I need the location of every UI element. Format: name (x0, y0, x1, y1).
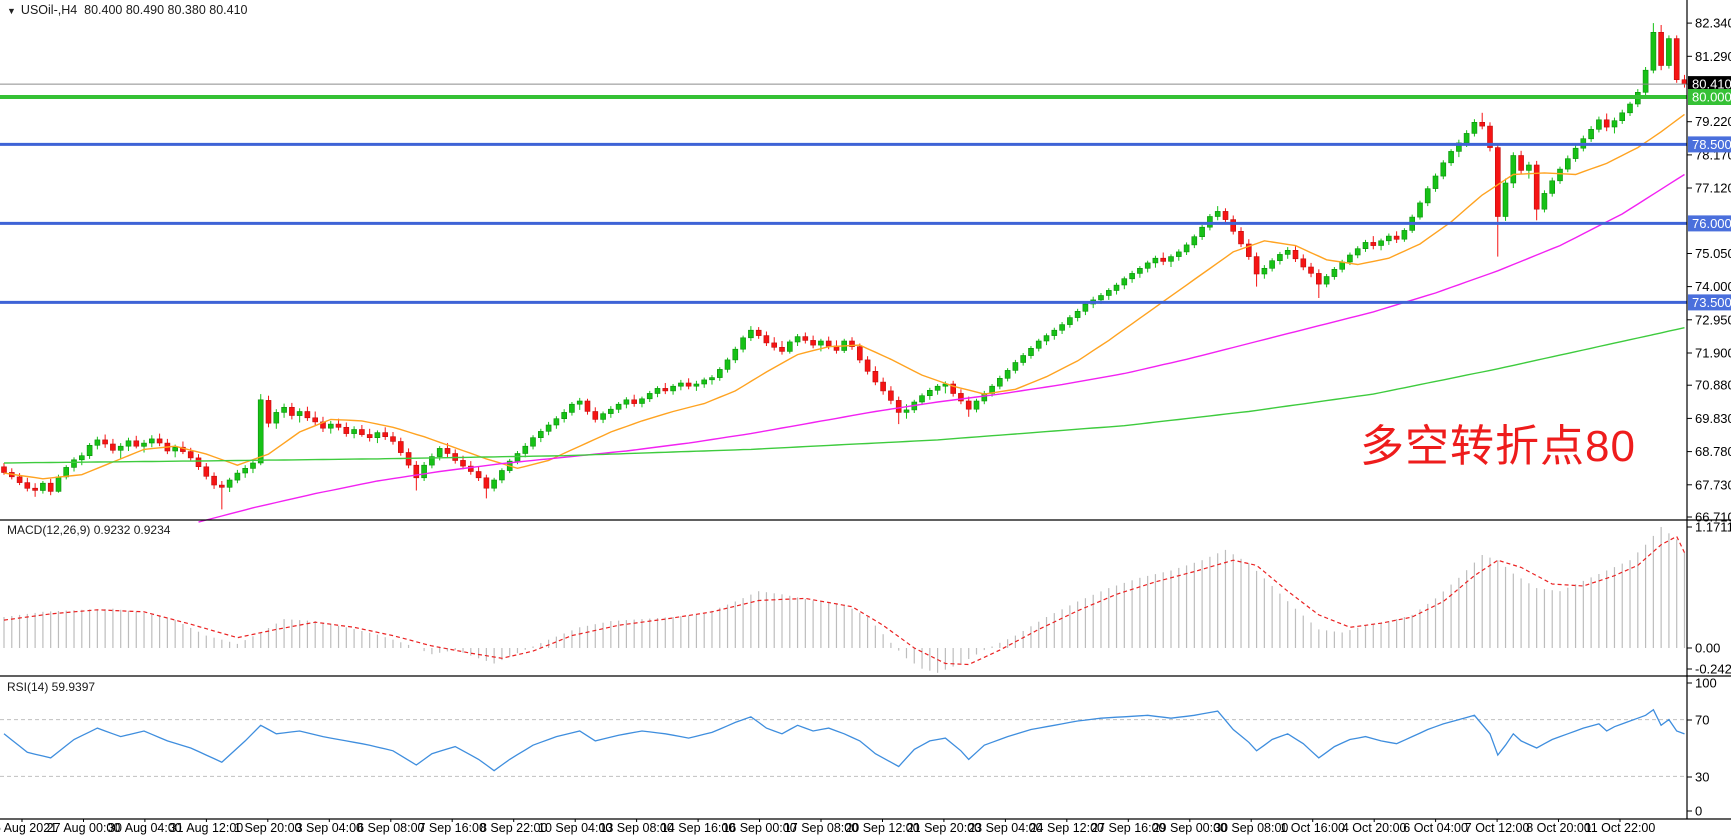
svg-text:0: 0 (1695, 804, 1702, 819)
svg-text:66.710: 66.710 (1695, 510, 1731, 525)
svg-text:81.290: 81.290 (1695, 49, 1731, 64)
svg-text:80.410: 80.410 (1692, 77, 1731, 92)
svg-text:31 Aug 12:00: 31 Aug 12:00 (170, 821, 244, 835)
ohlc-readout: 80.400 80.490 80.380 80.410 (84, 3, 248, 17)
svg-text:7 Oct 12:00: 7 Oct 12:00 (1465, 821, 1530, 835)
ma-slow-line (3, 327, 1685, 464)
rsi-pane (0, 708, 1687, 777)
svg-text:30: 30 (1695, 770, 1709, 785)
svg-text:24 Sep 12:00: 24 Sep 12:00 (1030, 821, 1104, 835)
symbol-name: USOil-,H4 (20, 3, 78, 17)
svg-text:70: 70 (1695, 713, 1709, 728)
svg-text:1.1711: 1.1711 (1695, 520, 1731, 535)
annotation-text: 多空转折点80 (1360, 422, 1636, 471)
svg-text:14 Sep 16:00: 14 Sep 16:00 (661, 821, 735, 835)
svg-text:79.220: 79.220 (1695, 114, 1731, 129)
svg-text:27 Sep 16:00: 27 Sep 16:00 (1091, 821, 1165, 835)
svg-text:17 Sep 08:00: 17 Sep 08:00 (784, 821, 858, 835)
svg-text:30 Aug 04:00: 30 Aug 04:00 (108, 821, 182, 835)
ma-fast-line (3, 113, 1685, 480)
svg-text:69.830: 69.830 (1695, 411, 1731, 426)
svg-text:30 Sep 08:00: 30 Sep 08:00 (1214, 821, 1288, 835)
svg-text:8 Sep 22:00: 8 Sep 22:00 (480, 821, 547, 835)
macd-signal-line (3, 535, 1686, 666)
svg-text:4 Oct 20:00: 4 Oct 20:00 (1342, 821, 1407, 835)
svg-text:1 Sep 20:00: 1 Sep 20:00 (234, 821, 301, 835)
svg-text:6 Sep 08:00: 6 Sep 08:00 (357, 821, 424, 835)
svg-text:21 Sep 20:00: 21 Sep 20:00 (907, 821, 981, 835)
chevron-down-icon[interactable]: ▼ (7, 6, 16, 16)
svg-text:27 Aug 00:00: 27 Aug 00:00 (47, 821, 121, 835)
svg-text:77.120: 77.120 (1695, 181, 1731, 196)
svg-text:1 Oct 16:00: 1 Oct 16:00 (1280, 821, 1345, 835)
svg-text:82.340: 82.340 (1695, 16, 1731, 31)
svg-text:74.000: 74.000 (1695, 279, 1731, 294)
macd-axis: 1.1711 0.00 -0.2424 (1687, 520, 1731, 677)
ma-mid-line (198, 173, 1685, 523)
svg-text:78.500: 78.500 (1692, 137, 1731, 152)
svg-text:25 Aug 2021: 25 Aug 2021 (0, 821, 57, 835)
svg-text:72.950: 72.950 (1695, 312, 1731, 327)
macd-indicator-label: MACD(12,26,9) 0.9232 0.9234 (7, 523, 171, 537)
price-axis[interactable]: 82.34081.29079.22078.17077.12075.05074.0… (1687, 16, 1731, 525)
svg-text:11 Oct 22:00: 11 Oct 22:00 (1585, 821, 1656, 835)
svg-text:80.000: 80.000 (1692, 90, 1731, 105)
svg-text:29 Sep 00:00: 29 Sep 00:00 (1153, 821, 1227, 835)
rsi-indicator-label: RSI(14) 59.9397 (7, 680, 96, 694)
svg-text:13 Sep 08:00: 13 Sep 08:00 (599, 821, 673, 835)
rsi-axis: 100 70 30 0 (1687, 676, 1717, 819)
svg-text:16 Sep 00:00: 16 Sep 00:00 (722, 821, 796, 835)
svg-text:-0.2424: -0.2424 (1695, 662, 1731, 677)
svg-text:3 Sep 04:00: 3 Sep 04:00 (296, 821, 363, 835)
svg-text:67.730: 67.730 (1695, 477, 1731, 492)
svg-text:73.500: 73.500 (1692, 295, 1731, 310)
rsi-line (3, 708, 1685, 772)
svg-text:8 Oct 20:00: 8 Oct 20:00 (1526, 821, 1591, 835)
svg-text:75.050: 75.050 (1695, 246, 1731, 261)
macd-pane (3, 527, 1686, 673)
svg-text:68.780: 68.780 (1695, 444, 1731, 459)
svg-text:0.00: 0.00 (1695, 641, 1720, 656)
svg-text:10 Sep 04:00: 10 Sep 04:00 (538, 821, 612, 835)
svg-text:23 Sep 04:00: 23 Sep 04:00 (968, 821, 1042, 835)
svg-text:7 Sep 16:00: 7 Sep 16:00 (418, 821, 485, 835)
svg-text:100: 100 (1695, 676, 1717, 691)
svg-text:6 Oct 04:00: 6 Oct 04:00 (1403, 821, 1468, 835)
symbol-header: ▼ USOil-,H4 80.400 80.490 80.380 80.410 (7, 3, 248, 17)
svg-text:20 Sep 12:00: 20 Sep 12:00 (845, 821, 919, 835)
svg-text:71.900: 71.900 (1695, 346, 1731, 361)
svg-text:70.880: 70.880 (1695, 378, 1731, 393)
svg-text:76.000: 76.000 (1692, 216, 1731, 231)
